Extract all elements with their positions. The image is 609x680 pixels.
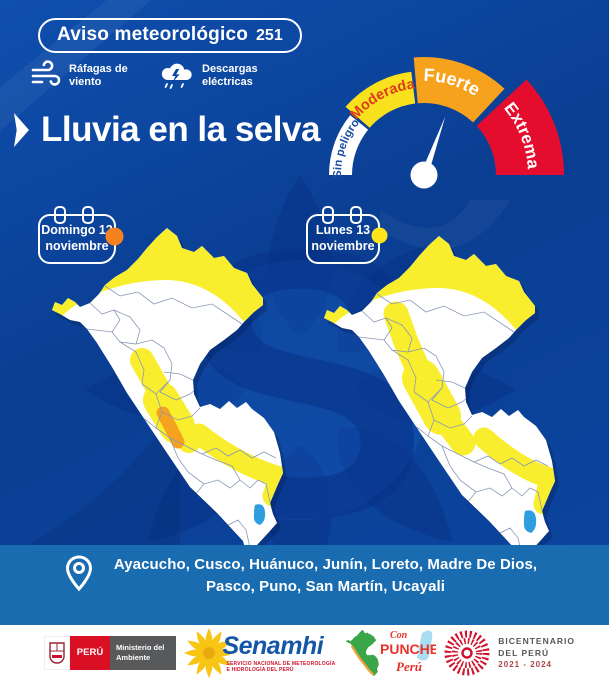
day2-label: Lunes 13 [315,223,371,238]
alert-area-southeast [473,427,555,515]
risk-gauge: Sin peligro Moderada Fuerte Extrema [329,57,564,189]
bicentenario-burst-icon [444,630,490,675]
calendar-ring-icon [322,206,334,224]
calendar-ring-icon [82,206,94,224]
senamhi-sunflower-icon [184,627,235,678]
bicentenario-line2: DEL PERÚ [498,648,550,658]
alert-area-north [324,236,535,330]
gauge-segment-extrema [476,79,564,175]
senamhi-tagline-2: E HIDROLOGÍA DEL PERÚ [226,667,294,673]
alert-area-southeast [188,423,283,507]
peru-map-day1 [52,228,283,554]
senamhi-logo: Senamhi SERVICIO NACIONAL DE METEOROLOGÍ… [184,626,335,680]
alert-area-central-bulge [402,359,461,435]
wind-icon [31,60,61,86]
day2-dot [371,227,388,244]
title-chevron-icon [14,113,29,147]
peru-map-day2 [324,236,555,562]
calendar-ring-icon [350,206,362,224]
gauge-segment-moderada [345,71,416,128]
hazard-wind: Ráfagas de viento [30,60,135,90]
advisory-badge-number: 251 [256,27,283,44]
hazard-storm: Descargas eléctricas [159,60,268,92]
page-title: Lluvia en la selva [41,110,320,149]
title-row: Lluvia en la selva [14,110,320,150]
day1-month: noviembre [45,239,109,253]
senamhi-wordmark: Senamhi [222,631,324,660]
lake-titicaca [523,510,537,533]
bicentenario-logo: BICENTENARIO DEL PERÚ 2021 - 2024 [444,630,575,676]
regions-band: Ayacucho, Cusco, Huánuco, Junín, Loreto,… [0,545,609,625]
minam-logo: PERÚ Ministerio del Ambiente [44,635,176,670]
gauge-segment-sin-peligro [329,115,369,175]
footer: PERÚ Ministerio del Ambiente [0,625,609,680]
punche-line2: PUNCHE [380,641,436,657]
day2-month: noviembre [311,239,375,253]
alert-area-orange [156,406,185,449]
hazard-storm-label: Descargas eléctricas [202,63,258,89]
minam-ministry-label: Ministerio del Ambiente [110,635,176,670]
location-pin-icon [65,555,92,592]
day1-dot [105,227,124,246]
calendar-day2: Lunes 13 noviembre [306,206,388,264]
gauge-needle [410,116,446,189]
calendar-day1: Domingo 12 noviembre [38,206,124,264]
bicentenario-line1: BICENTENARIO [498,636,575,646]
hazard-wind-label: Ráfagas de viento [69,63,128,89]
regions-list: Ayacucho, Cusco, Huánuco, Junín, Loreto,… [113,556,538,595]
hazard-legend: Ráfagas de viento Descargas eléctricas [30,60,268,92]
advisory-badge-label: Aviso meteorológico [57,24,249,45]
storm-icon [161,63,192,89]
advisory-badge: Aviso meteorológico 251 [38,18,302,53]
minam-country-label: PERÚ [70,635,110,670]
punche-line1: Con [390,630,408,641]
punche-arm-icon [416,630,433,660]
punche-peru-logo: Con PUNCHE Perú [345,629,436,676]
calendar-ring-icon [54,206,66,224]
punche-line3: Perú [396,659,422,674]
alert-area-north [52,228,263,322]
peru-coat-of-arms-icon [44,635,70,670]
lake-titicaca [253,504,266,525]
gauge-segment-fuerte [413,57,505,123]
senamhi-tagline-1: SERVICIO NACIONAL DE METEOROLOGÍA [226,660,336,667]
day1-label: Domingo 12 [41,223,113,238]
bicentenario-line3: 2021 - 2024 [498,660,552,669]
